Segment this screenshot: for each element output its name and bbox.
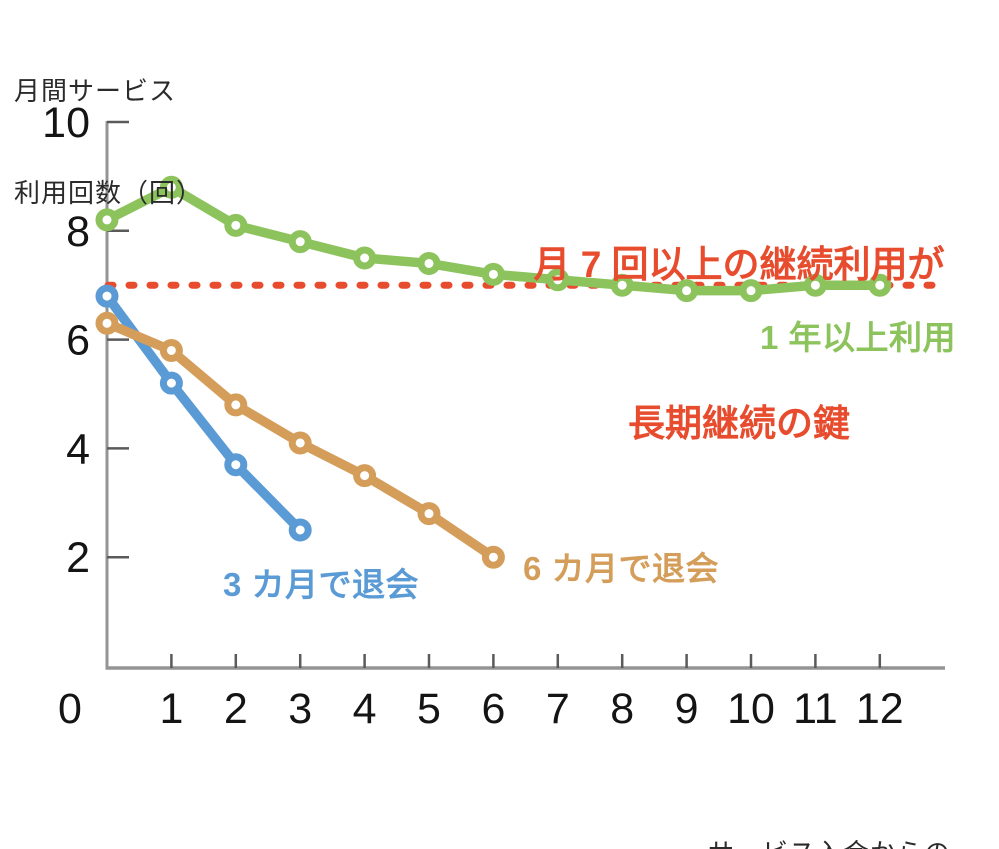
data-point-s2-m0 [95, 311, 119, 335]
y-tick-label-2: 2 [66, 534, 90, 582]
data-point-s2-m5 [417, 502, 441, 526]
data-point-s1-m0 [95, 284, 119, 308]
series-label-quit-3-months: 3 カ月で退会 [223, 566, 420, 603]
x-tick-label-1: 1 [159, 685, 183, 733]
annotation-text: 月 7 回以上の継続利用が 長期継続の鍵 [495, 132, 983, 556]
x-tick-label-8: 8 [610, 685, 634, 733]
data-point-s1-m1 [159, 371, 183, 395]
data-point-s2-m1 [159, 338, 183, 362]
y-axis-title-line2: 利用回数（回） [14, 178, 204, 208]
y-axis-title: 月間サービス 利用回数（回） [14, 6, 203, 278]
x-axis-title: サービス入会からの 経過月（カ月目） [708, 751, 951, 849]
x-tick-label-3: 3 [288, 685, 312, 733]
annotation-line2: 長期継続の鍵 [628, 403, 850, 444]
annotation-line1: 月 7 回以上の継続利用が [533, 244, 945, 285]
data-point-s0-m9 [675, 279, 699, 303]
data-point-s0-m3 [288, 230, 312, 254]
data-point-s0-m8 [610, 273, 634, 297]
x-tick-label-2: 2 [224, 685, 248, 733]
y-tick-label-10: 10 [42, 99, 90, 147]
x-tick-label-9: 9 [675, 685, 699, 733]
data-point-s0-m11 [803, 273, 827, 297]
data-point-s1-m3 [288, 518, 312, 542]
data-point-s0-m1 [159, 175, 183, 199]
y-tick-label-6: 6 [66, 317, 90, 365]
data-point-s2-m6 [481, 545, 505, 569]
series-label-quit-6-months: 6 カ月で退会 [523, 550, 720, 587]
data-point-s0-m12 [868, 273, 892, 297]
data-point-s0-m0 [95, 208, 119, 232]
data-point-s0-m5 [417, 251, 441, 275]
x-tick-label-5: 5 [417, 685, 441, 733]
y-tick-label-8: 8 [66, 208, 90, 256]
data-point-s0-m6 [481, 262, 505, 286]
x-tick-label-12: 12 [856, 685, 904, 733]
series-label-over-1-year: 1 年以上利用 [760, 319, 957, 356]
x-tick-label-6: 6 [481, 685, 505, 733]
data-point-s0-m2 [224, 213, 248, 237]
x-tick-label-7: 7 [546, 685, 570, 733]
y-axis-title-line1: 月間サービス [14, 76, 177, 106]
y-tick-label-4: 4 [66, 425, 90, 473]
data-point-s1-m2 [224, 453, 248, 477]
data-point-s0-m10 [739, 279, 763, 303]
x-tick-label-0: 0 [58, 685, 82, 733]
data-point-s0-m7 [546, 268, 570, 292]
data-point-s2-m3 [288, 431, 312, 455]
data-point-s2-m4 [353, 464, 377, 488]
x-axis-title-line1: サービス入会からの [708, 833, 951, 849]
data-point-s2-m2 [224, 393, 248, 417]
x-tick-label-10: 10 [727, 685, 775, 733]
x-tick-label-4: 4 [353, 685, 377, 733]
data-point-s0-m4 [353, 246, 377, 270]
x-tick-label-11: 11 [793, 685, 838, 733]
